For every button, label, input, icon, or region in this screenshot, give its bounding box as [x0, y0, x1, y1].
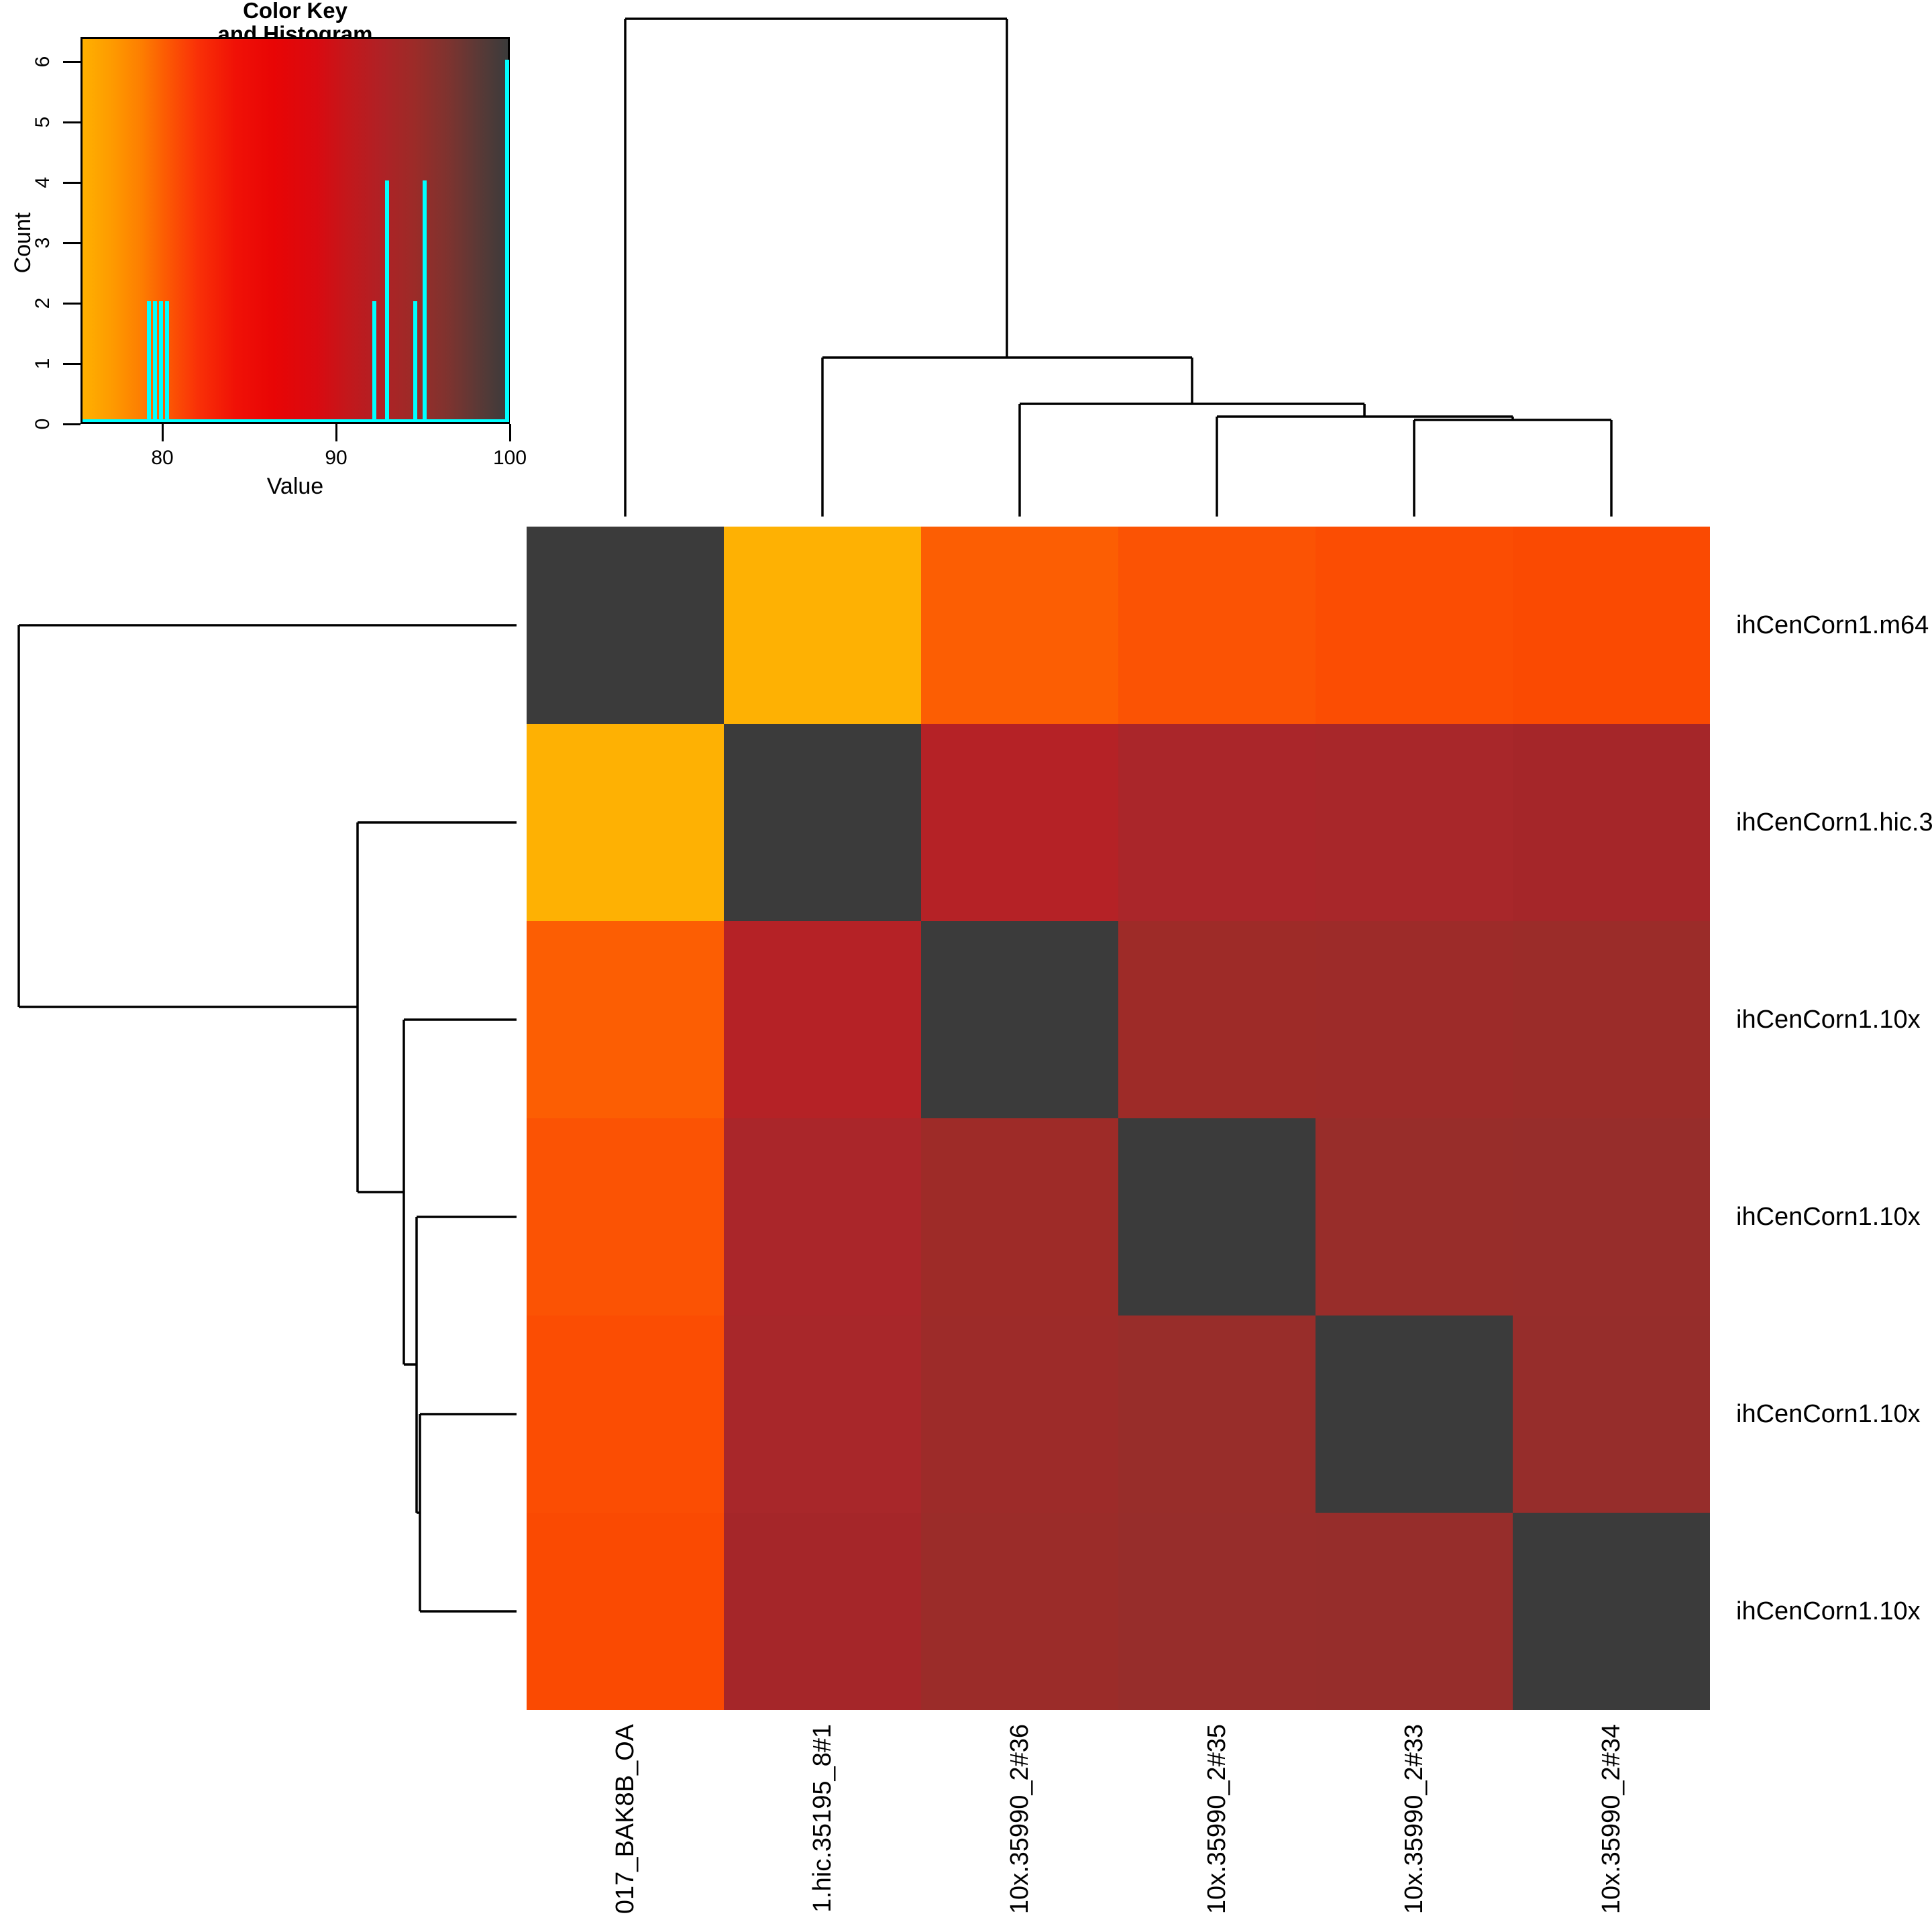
heatmap-cell-r5-c6	[1513, 1316, 1710, 1513]
heatmap-cell-r2-c1	[527, 724, 724, 921]
heatmap-cell-r2-c4	[1118, 724, 1316, 921]
heatmap-cell-r4-c3	[921, 1118, 1118, 1316]
heatmap-cell-r3-c2	[724, 921, 921, 1118]
histogram-bar-95.1	[423, 180, 427, 422]
heatmap-cell-r3-c1	[527, 921, 724, 1118]
heatmap-cell-r2-c5	[1316, 724, 1513, 921]
heatmap-cell-r1-c5	[1316, 527, 1513, 724]
heatmap-cell-r3-c6	[1513, 921, 1710, 1118]
heatmap-cell-r6-c1	[527, 1513, 724, 1710]
count-tick-1	[63, 363, 80, 365]
heatmap-cell-r2-c6	[1513, 724, 1710, 921]
count-tick-0	[63, 423, 80, 425]
col-label-4: 10x.35990_2#35	[1203, 1724, 1231, 1915]
heatmap-cell-r2-c3	[921, 724, 1118, 921]
heatmap-cell-r5-c2	[724, 1316, 921, 1513]
heatmap-cell-r1-c1	[527, 527, 724, 724]
histogram-bar-79.9	[159, 301, 163, 422]
row-label-4: ihCenCorn1.10x	[1736, 1203, 1921, 1231]
heatmap-cell-r4-c4	[1118, 1118, 1316, 1316]
heatmap-cell-r2-c2	[724, 724, 921, 921]
value-tick-100	[509, 424, 511, 441]
heatmap-cell-r6-c6	[1513, 1513, 1710, 1710]
value-tick-label-80: 80	[151, 447, 174, 469]
histogram-baseline	[83, 419, 508, 422]
heatmap-cell-r6-c2	[724, 1513, 921, 1710]
heatmap-cell-r4-c1	[527, 1118, 724, 1316]
heatmap-cell-r4-c5	[1316, 1118, 1513, 1316]
row-label-2: ihCenCorn1.hic.3	[1736, 808, 1932, 837]
heatmap-cell-r1-c3	[921, 527, 1118, 724]
count-tick-4	[63, 182, 80, 184]
col-label-6: 10x.35990_2#34	[1597, 1724, 1625, 1915]
col-label-5: 10x.35990_2#33	[1400, 1724, 1428, 1915]
heatmap-cell-r5-c5	[1316, 1316, 1513, 1513]
heatmap-cell-r4-c6	[1513, 1118, 1710, 1316]
heatmap-cell-r3-c3	[921, 921, 1118, 1118]
heatmap-cell-r6-c5	[1316, 1513, 1513, 1710]
heatmap-cell-r4-c2	[724, 1118, 921, 1316]
heatmap-cell-r3-c5	[1316, 921, 1513, 1118]
heatmap-cell-r6-c4	[1118, 1513, 1316, 1710]
value-tick-label-100: 100	[492, 447, 527, 469]
heatmap-cell-r5-c3	[921, 1316, 1118, 1513]
count-tick-5	[63, 121, 80, 123]
count-tick-2	[63, 303, 80, 305]
histogram-bar-100	[505, 60, 509, 422]
heatmap-cell-r6-c3	[921, 1513, 1118, 1710]
count-tick-6	[63, 61, 80, 63]
color-key-xlabel: Value	[266, 474, 324, 499]
value-tick-label-90: 90	[325, 447, 347, 469]
color-key-title-line1: Color Key	[243, 0, 347, 23]
row-label-1: ihCenCorn1.m64	[1736, 611, 1929, 639]
histogram-bar-80.3	[165, 301, 169, 422]
col-label-1: 017_BAK8B_OA	[611, 1724, 639, 1915]
col-label-3: 10x.35990_2#36	[1006, 1724, 1034, 1915]
color-key-gradient	[80, 37, 510, 424]
row-label-3: ihCenCorn1.10x	[1736, 1006, 1921, 1034]
histogram-bar-79.6	[153, 301, 157, 422]
heatmap-cell-r5-c4	[1118, 1316, 1316, 1513]
col-label-2: 1.hic.35195_8#1	[808, 1724, 837, 1913]
histogram-bar-92.9	[385, 180, 389, 422]
row-label-6: ihCenCorn1.10x	[1736, 1597, 1921, 1625]
value-tick-80	[162, 424, 164, 441]
histogram-bar-94.5	[413, 301, 417, 422]
heatmap-cell-r1-c6	[1513, 527, 1710, 724]
heatmap-cell-r1-c2	[724, 527, 921, 724]
histogram-bar-79.2	[147, 301, 151, 422]
heatmap-cell-r1-c4	[1118, 527, 1316, 724]
value-tick-90	[335, 424, 337, 441]
row-label-5: ihCenCorn1.10x	[1736, 1400, 1921, 1428]
count-tick-3	[63, 242, 80, 244]
heatmap-matrix	[527, 527, 1710, 1710]
histogram-bar-92.2	[372, 301, 376, 422]
heatmap-cell-r3-c4	[1118, 921, 1316, 1118]
heatmap-cell-r5-c1	[527, 1316, 724, 1513]
